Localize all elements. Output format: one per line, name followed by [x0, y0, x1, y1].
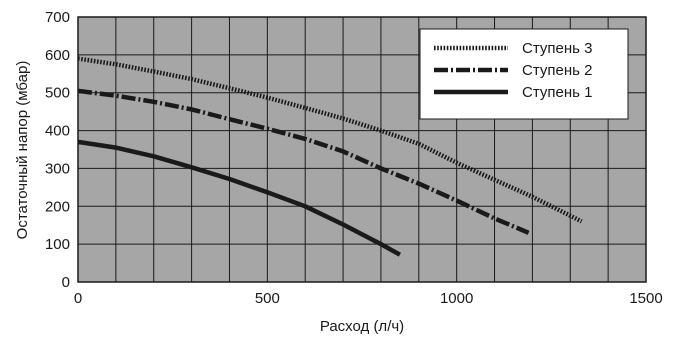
series-line-1 — [77, 56, 583, 224]
x-tick-label: 500 — [255, 290, 280, 307]
y-tick-label: 400 — [45, 123, 70, 140]
x-tick-label: 1500 — [629, 290, 662, 307]
y-axis-label: Остаточный напор (мбар) — [14, 61, 31, 240]
series-line-2 — [77, 88, 530, 235]
y-tick-label: 0 — [62, 274, 70, 291]
legend-label-2: Ступень 2 — [522, 62, 592, 79]
y-tick-label: 600 — [45, 47, 70, 64]
y-tick-label: 300 — [45, 160, 70, 177]
y-tick-label: 500 — [45, 85, 70, 102]
x-axis-label: Расход (л/ч) — [320, 318, 404, 335]
legend-box — [419, 28, 629, 120]
x-tick-label: 0 — [74, 290, 82, 307]
y-tick-label: 700 — [45, 9, 70, 26]
y-tick-label: 200 — [45, 198, 70, 215]
x-tick-label: 1000 — [440, 290, 473, 307]
series-layer — [77, 56, 583, 257]
plot-frame — [77, 16, 647, 283]
tick-labels: 0 100 200 300 400 500 600 700 0 500 1000 1500 — [45, 9, 663, 307]
y-tick-label: 100 — [45, 236, 70, 253]
series-line-3 — [77, 139, 401, 257]
legend: Ступень 3 Ступень 2 Ступень 1 — [419, 28, 629, 120]
legend-label-3: Ступень 1 — [522, 84, 592, 101]
legend-label-1: Ступень 3 — [522, 40, 592, 57]
